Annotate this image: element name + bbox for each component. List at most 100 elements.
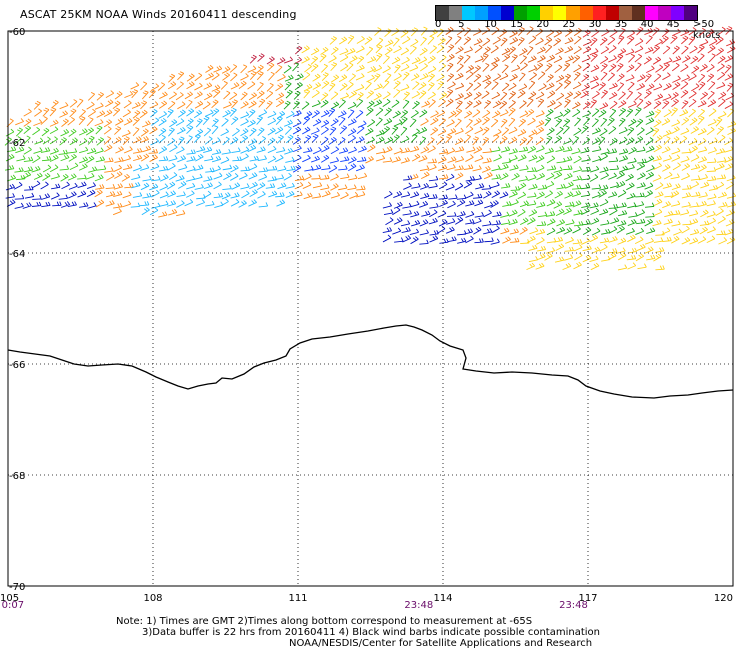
wind-barb <box>67 191 77 199</box>
wind-barb <box>429 209 438 218</box>
wind-barb <box>662 155 672 162</box>
wind-barb <box>149 154 158 162</box>
wind-barb <box>680 127 690 135</box>
wind-barb <box>636 243 646 251</box>
wind-barb <box>547 90 556 99</box>
wind-barb <box>328 108 336 117</box>
wind-barb <box>421 100 431 108</box>
wind-barb <box>490 62 499 71</box>
wind-barb <box>724 155 734 163</box>
wind-barb <box>347 135 356 144</box>
wind-barb <box>283 172 292 181</box>
wind-barb <box>77 190 87 198</box>
wind-barb <box>303 89 311 99</box>
wind-barb <box>708 184 719 191</box>
wind-barb <box>591 90 600 99</box>
wind-barb <box>726 192 737 199</box>
wind-barb <box>491 190 501 199</box>
wind-barb <box>564 98 571 108</box>
wind-barb <box>60 173 69 182</box>
wind-barb <box>536 237 545 245</box>
wind-barb <box>142 175 152 182</box>
wind-barb <box>103 136 112 145</box>
wind-barb <box>627 81 635 91</box>
wind-barb <box>140 164 150 171</box>
wind-barb <box>635 192 645 198</box>
wind-barb <box>419 219 429 227</box>
wind-barb <box>454 182 464 191</box>
wind-barb <box>330 173 339 181</box>
wind-barb <box>527 174 537 182</box>
wind-barb <box>535 262 545 270</box>
wind-barb <box>32 155 41 164</box>
wind-barb <box>708 38 718 46</box>
wind-barb <box>715 181 725 190</box>
wind-barb <box>583 116 590 126</box>
wind-barb <box>340 63 349 72</box>
wind-barb <box>149 101 159 109</box>
wind-barb <box>455 100 463 110</box>
wind-barb <box>14 136 22 145</box>
wind-barb <box>402 36 411 45</box>
wind-barb <box>645 83 655 91</box>
wind-barb <box>537 211 548 218</box>
wind-barb <box>609 108 617 118</box>
wind-barb <box>493 129 502 137</box>
wind-barb <box>563 165 573 171</box>
wind-barb <box>482 116 490 126</box>
wind-barb <box>707 99 717 108</box>
wind-barb <box>546 165 557 171</box>
wind-barb <box>445 98 454 107</box>
wind-barb <box>249 71 257 80</box>
wind-barb <box>194 91 203 99</box>
wind-barb <box>87 202 97 209</box>
wind-barb <box>311 193 322 199</box>
wind-barb <box>103 126 112 135</box>
wind-barb <box>220 80 228 90</box>
wind-barb <box>303 83 313 92</box>
wind-barb <box>517 37 525 46</box>
wind-barb <box>697 53 705 63</box>
wind-barb <box>645 35 653 45</box>
legend-swatch <box>436 6 450 20</box>
wind-barb <box>348 146 357 154</box>
wind-barb <box>131 101 141 109</box>
wind-barb <box>131 173 141 181</box>
wind-barb <box>546 227 556 236</box>
wind-barb <box>284 147 294 155</box>
wind-barb <box>49 119 59 127</box>
wind-barb <box>672 45 680 55</box>
wind-barb <box>681 172 690 181</box>
wind-barb <box>427 145 436 154</box>
wind-barb <box>32 195 42 200</box>
wind-barb <box>526 235 536 243</box>
wind-barb <box>14 194 25 200</box>
wind-barb <box>553 166 563 173</box>
wind-barb <box>717 71 726 81</box>
wind-barb <box>662 72 671 81</box>
wind-barb <box>726 82 734 92</box>
wind-barb <box>455 82 465 90</box>
wind-barb <box>438 148 449 155</box>
wind-barb <box>491 91 501 100</box>
wind-barb <box>707 147 717 154</box>
wind-barb <box>527 117 536 126</box>
wind-barb <box>392 207 401 216</box>
wind-barb <box>636 182 646 189</box>
wind-barb <box>718 237 728 245</box>
wind-barb <box>330 101 340 110</box>
wind-barb <box>520 62 528 71</box>
wind-barb <box>446 62 454 72</box>
wind-barb <box>663 171 673 180</box>
wind-barb <box>303 111 313 119</box>
wind-barb <box>428 217 438 225</box>
wind-barb <box>724 163 734 171</box>
wind-barb <box>653 83 663 91</box>
wind-barb <box>112 107 121 117</box>
wind-barb <box>22 202 32 209</box>
legend-swatch <box>449 6 463 20</box>
wind-barb <box>618 252 627 261</box>
wind-barb <box>312 73 321 82</box>
wind-barb <box>438 117 446 127</box>
wind-barb <box>663 218 673 225</box>
